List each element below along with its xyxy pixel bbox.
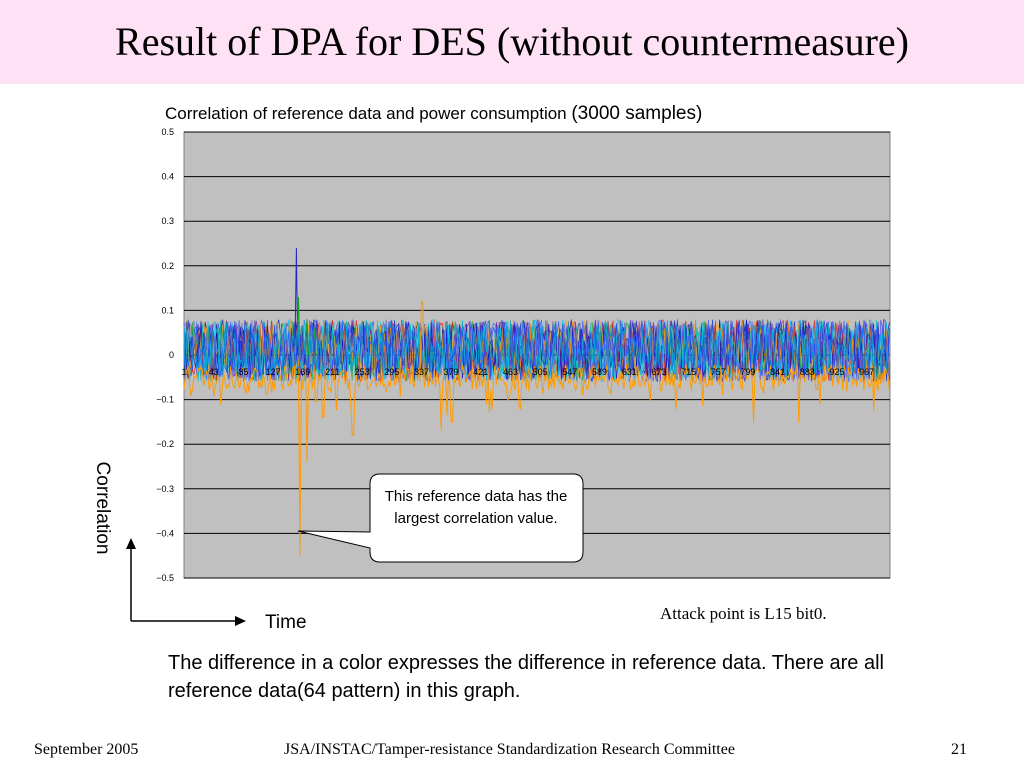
y-axis-label: Correlation [87,448,117,568]
x-tick-label: 631 [622,367,637,377]
x-tick-label: 463 [503,367,518,377]
x-tick-label: 295 [384,367,399,377]
x-tick-label: 127 [266,367,281,377]
right-arrow-head [235,616,246,626]
x-tick-label: 253 [355,367,370,377]
y-tick-label: 0.2 [161,261,174,271]
description-text: The difference in a color expresses the … [168,652,884,702]
y-tick-label: −0.1 [156,395,174,405]
x-tick-label: 379 [444,367,459,377]
highlight-series-line [183,301,890,556]
spike-line [294,247,299,356]
spike-line [305,319,309,356]
x-tick-label: 547 [562,367,577,377]
attack-point-note: Attack point is L15 bit0. [660,604,827,623]
chart-title: Correlation of reference data and power … [165,103,702,125]
y-axis-label-text: Correlation [92,461,113,555]
x-tick-label: 43 [209,367,219,377]
x-tick-label: 211 [325,367,339,377]
noise-series-line [183,318,890,382]
x-tick-label: 883 [800,367,815,377]
footer-committee: JSA/INSTAC/Tamper-resistance Standardiza… [284,741,735,758]
x-tick-label: 337 [414,367,429,377]
x-tick-label: 169 [295,367,310,377]
x-tick-label: 85 [238,367,248,377]
title-bar [0,0,1024,84]
x-tick-label: 925 [829,367,844,377]
x-axis-label: Time [265,612,307,633]
y-tick-label: 0.4 [161,172,174,182]
up-arrow-head [126,538,136,549]
y-tick-label: −0.5 [156,573,174,583]
noise-series-line [183,318,890,383]
y-tick-label: 0.1 [161,305,174,315]
x-tick-label: 1 [181,367,186,377]
y-tick-label: 0.5 [161,127,174,137]
y-tick-label: −0.2 [156,439,174,449]
x-tick-label: 421 [473,367,488,377]
x-tick-label: 757 [711,367,726,377]
slide-title: Result of DPA for DES (without counterme… [115,19,909,64]
footer-date: September 2005 [34,741,139,758]
x-tick-label: 505 [533,367,548,377]
callout-text: This reference data has the largest corr… [384,488,568,527]
footer-page-number: 21 [951,741,967,758]
chart-title-samples: (3000 samples) [571,103,703,124]
y-tick-label: 0.3 [161,216,174,226]
chart-title-main: Correlation of reference data and power … [165,104,572,123]
x-tick-label: 841 [770,367,785,377]
x-tick-label: 715 [681,367,696,377]
x-tick-label: 673 [651,367,666,377]
spike-line [296,296,301,356]
x-tick-label: 589 [592,367,607,377]
y-tick-label: −0.4 [156,528,174,538]
x-tick-label: 967 [859,367,874,377]
callout-box [297,473,584,563]
y-tick-label: 0 [169,350,174,360]
spike-line [312,328,317,356]
y-tick-label: −0.3 [156,484,174,494]
x-tick-label: 799 [740,367,755,377]
